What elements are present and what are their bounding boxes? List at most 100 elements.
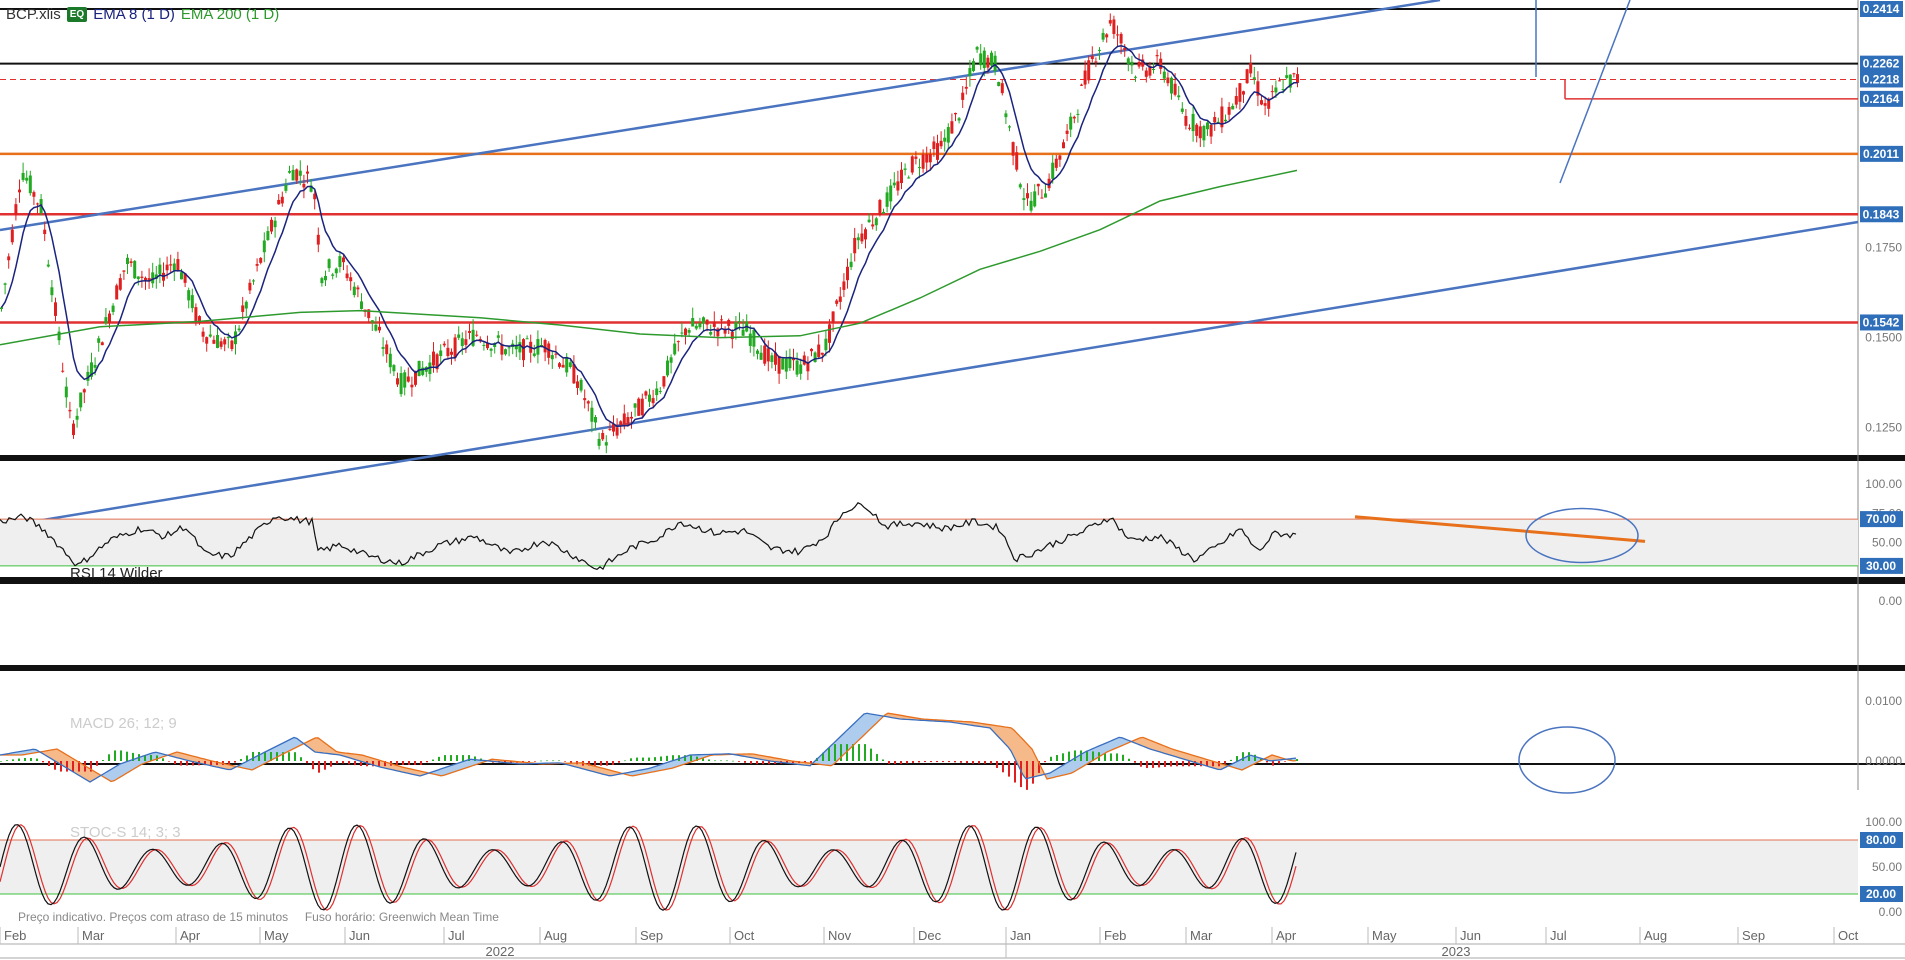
ema200-line[interactable] xyxy=(0,169,1298,346)
macd-histogram-bar xyxy=(102,760,104,761)
macd-histogram-bar xyxy=(1182,761,1184,767)
macd-signal-line[interactable] xyxy=(0,712,1297,783)
macd-histogram-bar xyxy=(1134,761,1136,763)
rsi-divergence-line[interactable] xyxy=(1354,515,1646,543)
candle-body xyxy=(244,301,248,309)
candle-body xyxy=(324,275,327,281)
candle-body xyxy=(72,423,75,436)
panel-separator xyxy=(0,577,1905,584)
candle-body xyxy=(1069,116,1073,130)
candle-body xyxy=(1018,184,1022,188)
macd-histogram-bar xyxy=(546,760,548,762)
macd-fill xyxy=(375,758,378,767)
candle-body xyxy=(90,362,93,377)
macd-histogram-bar xyxy=(0,761,2,762)
candle-body xyxy=(669,357,673,363)
candle-body xyxy=(54,302,57,316)
macd-histogram-bar xyxy=(90,761,92,772)
candle-body xyxy=(741,329,745,336)
macd-histogram-bar xyxy=(966,761,968,764)
candle-body xyxy=(21,172,25,180)
macd-histogram-bar xyxy=(408,761,410,765)
macd-fill xyxy=(207,759,210,766)
macd-fill xyxy=(645,768,648,774)
candle-body xyxy=(1202,125,1206,141)
macd-tick: 0.0000 xyxy=(1865,754,1902,768)
macd-fill xyxy=(891,713,894,718)
candle-body xyxy=(270,219,273,232)
stoch-d-line[interactable] xyxy=(0,824,1297,911)
candle-body xyxy=(154,274,158,279)
candle-body xyxy=(392,365,396,372)
year-label: 2023 xyxy=(1442,944,1471,959)
macd-histogram-bar xyxy=(24,757,26,761)
candle-body xyxy=(453,337,457,358)
macd-fill xyxy=(51,749,54,761)
macd-histogram-bar xyxy=(60,761,62,772)
macd-histogram-bar xyxy=(654,757,656,761)
macd-histogram-bar xyxy=(72,761,74,772)
macd-fill xyxy=(24,750,27,755)
macd-fill xyxy=(1005,726,1008,747)
candle-body xyxy=(900,169,903,184)
steep-trend-line[interactable] xyxy=(1559,0,1631,184)
candle-body xyxy=(982,50,986,69)
upper-channel-line[interactable] xyxy=(0,0,1441,232)
macd-histogram-bar xyxy=(1074,750,1076,761)
macd-fill xyxy=(111,767,114,782)
candle-body xyxy=(903,168,907,170)
macd-fill xyxy=(381,760,384,768)
candle-body xyxy=(637,398,641,416)
macd-histogram-bar xyxy=(330,761,332,767)
candle-body xyxy=(414,370,417,385)
macd-histogram-bar xyxy=(264,751,266,761)
candle-body xyxy=(864,229,867,240)
ema-long-legend[interactable]: EMA 200 (1 D) xyxy=(180,6,280,23)
macd-histogram-bar xyxy=(756,761,758,765)
macd-fill xyxy=(201,758,204,765)
candle-body xyxy=(1238,83,1242,102)
ema8-line[interactable] xyxy=(0,45,1298,428)
candle-body xyxy=(889,185,893,202)
candle-body xyxy=(1252,77,1256,80)
candle-body xyxy=(367,309,371,319)
macd-histogram-bar xyxy=(792,761,794,764)
macd-fill xyxy=(1104,742,1107,754)
macd-histogram-bar xyxy=(744,761,746,763)
macd-fill xyxy=(1140,737,1143,747)
macd-histogram-bar xyxy=(1188,761,1190,767)
macd-histogram-bar xyxy=(354,761,356,766)
macd-fill xyxy=(360,754,363,762)
candle-body xyxy=(990,52,993,66)
candle-body xyxy=(576,381,579,388)
macd-fill xyxy=(1185,752,1188,761)
macd-fill xyxy=(837,737,840,761)
candle-body xyxy=(514,345,518,350)
macd-fill xyxy=(69,756,72,772)
rsi-highlight-circle[interactable] xyxy=(1525,507,1639,564)
macd-fill xyxy=(1116,737,1119,749)
macd-line[interactable] xyxy=(0,712,1297,783)
candle-body xyxy=(86,371,90,381)
macd-histogram-bar xyxy=(552,760,554,762)
stoch-k-line[interactable] xyxy=(0,824,1297,911)
macd-histogram-bar xyxy=(1296,759,1298,761)
rsi-line[interactable] xyxy=(0,502,1297,571)
candle-body xyxy=(1080,84,1083,86)
candle-body xyxy=(525,338,529,340)
candle-body xyxy=(997,82,1001,87)
candle-body xyxy=(1044,193,1047,198)
macd-fill xyxy=(1155,742,1158,752)
ema-short-legend[interactable]: EMA 8 (1 D) xyxy=(93,6,175,23)
lower-channel-line[interactable] xyxy=(0,220,1859,529)
macd-highlight-circle[interactable] xyxy=(1518,726,1616,794)
candle-body xyxy=(450,351,453,355)
candle-body xyxy=(612,424,615,432)
macd-fill xyxy=(756,754,759,760)
symbol-label[interactable]: BCP.xlis xyxy=(6,6,61,23)
candle-body xyxy=(1134,76,1137,78)
candle-body xyxy=(151,272,155,284)
candle-body xyxy=(874,218,878,226)
candle-body xyxy=(777,356,781,374)
